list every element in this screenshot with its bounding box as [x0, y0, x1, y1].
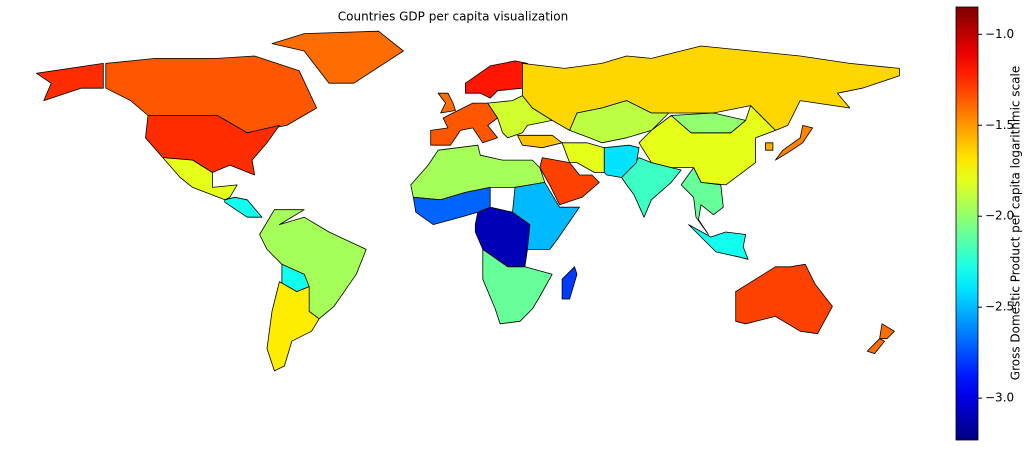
region	[775, 125, 813, 161]
colorbar-label: Gross Domestic Product per capita logari…	[1009, 66, 1023, 380]
region	[464, 60, 528, 99]
region	[430, 102, 499, 146]
region	[688, 224, 749, 260]
region	[271, 30, 404, 84]
region	[561, 142, 605, 173]
colorbar-tick-label: −2.0	[985, 209, 1014, 223]
colorbar	[955, 6, 979, 441]
region	[36, 63, 104, 101]
region	[561, 266, 578, 300]
region	[866, 323, 895, 355]
colorbar-tick-label: −1.0	[985, 27, 1014, 41]
region	[603, 144, 640, 178]
region	[512, 181, 580, 250]
region	[670, 112, 746, 134]
region	[482, 248, 553, 325]
colorbar-tick-label: −2.5	[985, 300, 1014, 314]
colorbar-tick-label: −1.5	[985, 118, 1014, 132]
region	[162, 157, 238, 201]
region	[765, 142, 774, 151]
chart-title: Countries GDP per capita visualization	[338, 10, 568, 24]
region	[224, 196, 263, 218]
region	[621, 157, 682, 218]
region	[266, 281, 320, 372]
map	[36, 30, 900, 372]
region	[735, 263, 833, 335]
region	[487, 95, 553, 139]
region	[680, 167, 724, 235]
region	[539, 157, 600, 206]
region	[437, 92, 456, 114]
colorbar-tick-label: −3.0	[985, 391, 1014, 405]
region	[517, 134, 563, 149]
region	[569, 100, 670, 144]
